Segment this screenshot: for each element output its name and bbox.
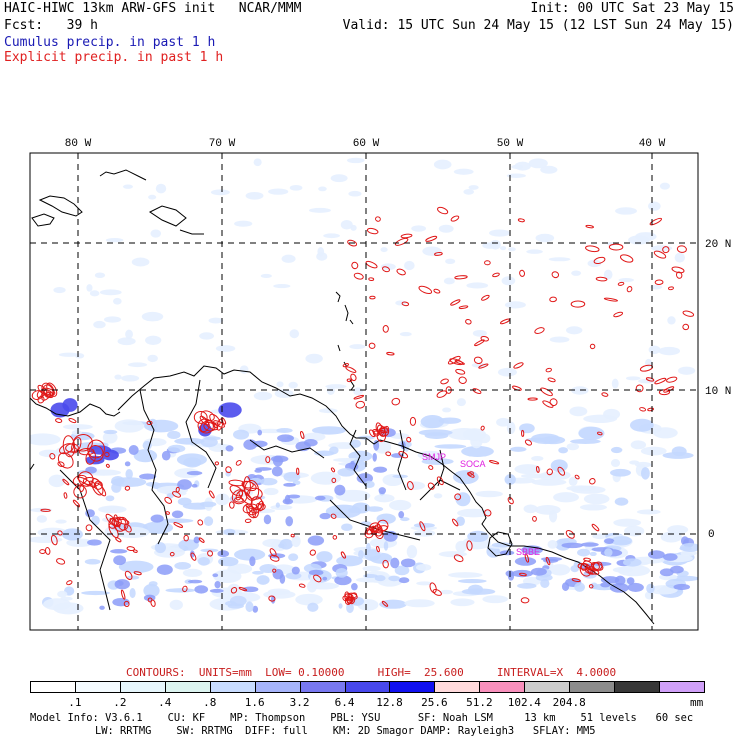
colorbar-swatch — [209, 681, 256, 693]
colorbar-swatch — [30, 681, 76, 693]
lat-label: 10 N — [705, 386, 731, 398]
lon-label: 40 W — [639, 138, 666, 150]
init-time: Init: 00 UTC Sat 23 May 15 — [530, 1, 735, 16]
valid-time: Valid: 15 UTC Sun 24 May 15 (12 LST Sun … — [342, 18, 734, 33]
colorbar-swatch — [569, 681, 616, 693]
model-info-line1: Model Info: V3.6.1 CU: KF MP: Thompson P… — [30, 712, 694, 724]
colorbar-label: 6.4 — [334, 696, 355, 709]
station-label: SBBE — [516, 547, 540, 557]
colorbar-swatch — [74, 681, 121, 693]
explicit-precip-legend: Explicit precip. in past 1 h — [4, 50, 224, 65]
contour-info: CONTOURS: UNITS=mm LOW= 0.10000 HIGH= 25… — [126, 666, 617, 679]
colorbar-label: .1 — [68, 696, 82, 709]
lon-label: 80 W — [65, 138, 92, 150]
colorbar-swatch — [524, 681, 571, 693]
lat-label: 20 N — [705, 239, 731, 251]
colorbar-swatch — [479, 681, 526, 693]
colorbar-swatch — [434, 681, 481, 693]
forecast-hour: Fcst: 39 h — [4, 18, 98, 33]
model-info-line2: LW: RRTMG SW: RRTMG DIFF: full KM: 2D Sm… — [70, 725, 596, 737]
run-title: HAIC-HIWC 13km ARW-GFS init NCAR/MMM — [4, 1, 302, 16]
map-frame — [29, 152, 699, 631]
colorbar-label: 1.6 — [244, 696, 265, 709]
colorbar-label: 25.6 — [421, 696, 448, 709]
colorbar-label: .4 — [158, 696, 172, 709]
station-label: SMJP — [422, 452, 446, 462]
colorbar-swatch — [164, 681, 211, 693]
colorbar-swatch — [254, 681, 301, 693]
cumulus-precip-legend: Cumulus precip. in past 1 h — [4, 35, 216, 50]
station-label: SOCA — [460, 459, 486, 469]
lon-label: 60 W — [353, 138, 380, 150]
lon-label: 50 W — [497, 138, 524, 150]
lat-label: 0 — [708, 529, 715, 541]
explicit-precip-contours — [31, 206, 695, 608]
colorbar-swatch — [119, 681, 166, 693]
cumulus-precip-shading — [30, 157, 698, 615]
lon-label: 70 W — [209, 138, 236, 150]
colorbar-label: 12.8 — [376, 696, 403, 709]
colorbar-label: 102.4 — [507, 696, 541, 709]
colorbar-swatch — [299, 681, 346, 693]
colorbar-swatch — [389, 681, 436, 693]
lat-lon-grid — [30, 153, 698, 630]
colorbar-swatch — [344, 681, 391, 693]
colorbar-label: .8 — [203, 696, 217, 709]
colorbar-label: 204.8 — [552, 696, 586, 709]
colorbar-swatch — [659, 681, 705, 693]
colorbar-label: 3.2 — [289, 696, 310, 709]
colorbar-unit: mm — [690, 696, 704, 709]
colorbar-swatch — [614, 681, 661, 693]
colorbar-label: .2 — [113, 696, 127, 709]
colorbar-label: 51.2 — [466, 696, 493, 709]
